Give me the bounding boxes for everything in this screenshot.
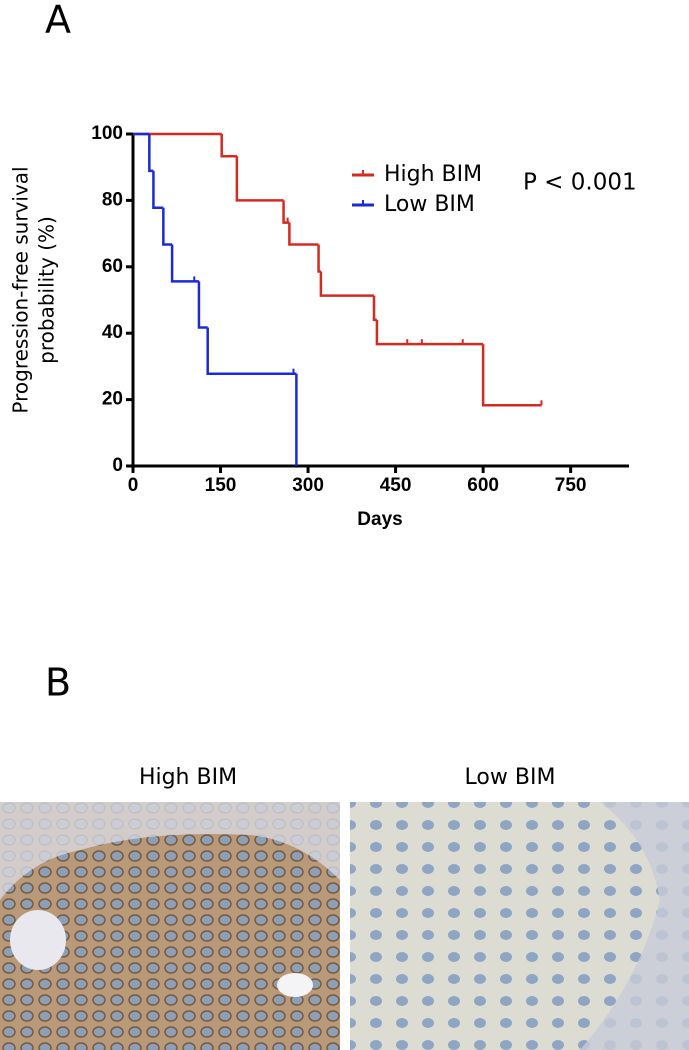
y-tick-label: 100 <box>91 123 123 144</box>
x-tick-label: 300 <box>292 475 324 496</box>
image-caption: High BIM <box>139 765 237 790</box>
y-tick-label: 60 <box>102 256 123 277</box>
x-tick-label: 600 <box>467 475 499 496</box>
x-tick-label: 750 <box>555 475 587 496</box>
step-segment <box>372 295 377 322</box>
x-tick-label: 450 <box>380 475 412 496</box>
step-segment <box>375 319 484 346</box>
y-axis-title: Progression-free survival probability (%… <box>9 166 59 413</box>
histology-image-low <box>350 802 689 1050</box>
step-segment <box>162 207 173 246</box>
image-caption: Low BIM <box>465 765 556 790</box>
step-segment <box>317 244 321 273</box>
histology-image-high <box>0 802 340 1050</box>
legend-label: Low BIM <box>384 192 475 217</box>
step-segment <box>197 281 208 329</box>
step-segment <box>319 271 374 297</box>
x-axis-title: Days <box>357 509 402 530</box>
annotation: P < 0.001 <box>523 170 637 196</box>
y-tick-label: 80 <box>102 189 123 210</box>
panel-label: B <box>45 661 71 705</box>
step-segment <box>152 170 164 209</box>
y-axis-title-line: probability (%) <box>35 216 59 364</box>
step-segment <box>220 134 237 158</box>
step-segment <box>206 327 297 375</box>
y-tick-label: 0 <box>112 455 123 476</box>
step-segment <box>235 156 284 202</box>
panel-label: A <box>45 0 71 42</box>
x-tick-label: 150 <box>205 475 237 496</box>
x-tick-label: 0 <box>128 475 139 496</box>
legend-label: High BIM <box>384 162 482 187</box>
step-segment <box>288 222 319 246</box>
step-segment <box>481 344 542 407</box>
y-tick-label: 20 <box>102 389 123 410</box>
y-axis-title-line: Progression-free survival <box>9 166 33 413</box>
plot: 0 20 40 60 80 100 0 150 300 450 600 750 High BIM Low … <box>91 123 629 496</box>
step-segment <box>148 134 154 173</box>
step-segment <box>170 244 199 283</box>
y-tick-label: 40 <box>102 322 123 343</box>
